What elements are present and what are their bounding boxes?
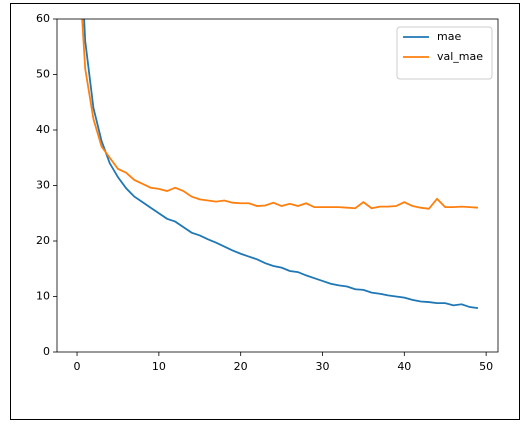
y-tick-label: 50 xyxy=(36,68,50,81)
y-tick-label: 40 xyxy=(36,123,50,136)
y-tick-label: 0 xyxy=(43,345,50,358)
x-tick-label: 40 xyxy=(397,360,411,373)
legend-label: mae xyxy=(437,30,461,43)
plot-area xyxy=(81,19,479,310)
x-tick-label: 30 xyxy=(316,360,330,373)
y-tick-label: 20 xyxy=(36,234,50,247)
y-tick-label: 10 xyxy=(36,290,50,303)
x-tick-label: 0 xyxy=(74,360,81,373)
x-tick-label: 10 xyxy=(152,360,166,373)
legend: mae val_mae xyxy=(396,26,493,80)
y-tick-label: 60 xyxy=(36,12,50,25)
figure-frame xyxy=(10,3,520,420)
x-tick-label: 50 xyxy=(479,360,493,373)
y-tick-label: 30 xyxy=(36,179,50,192)
x-tick-label: 20 xyxy=(234,360,248,373)
data-line xyxy=(81,19,479,210)
legend-label: val_mae xyxy=(437,50,483,63)
legend-box xyxy=(396,26,493,80)
data-line xyxy=(83,19,479,310)
